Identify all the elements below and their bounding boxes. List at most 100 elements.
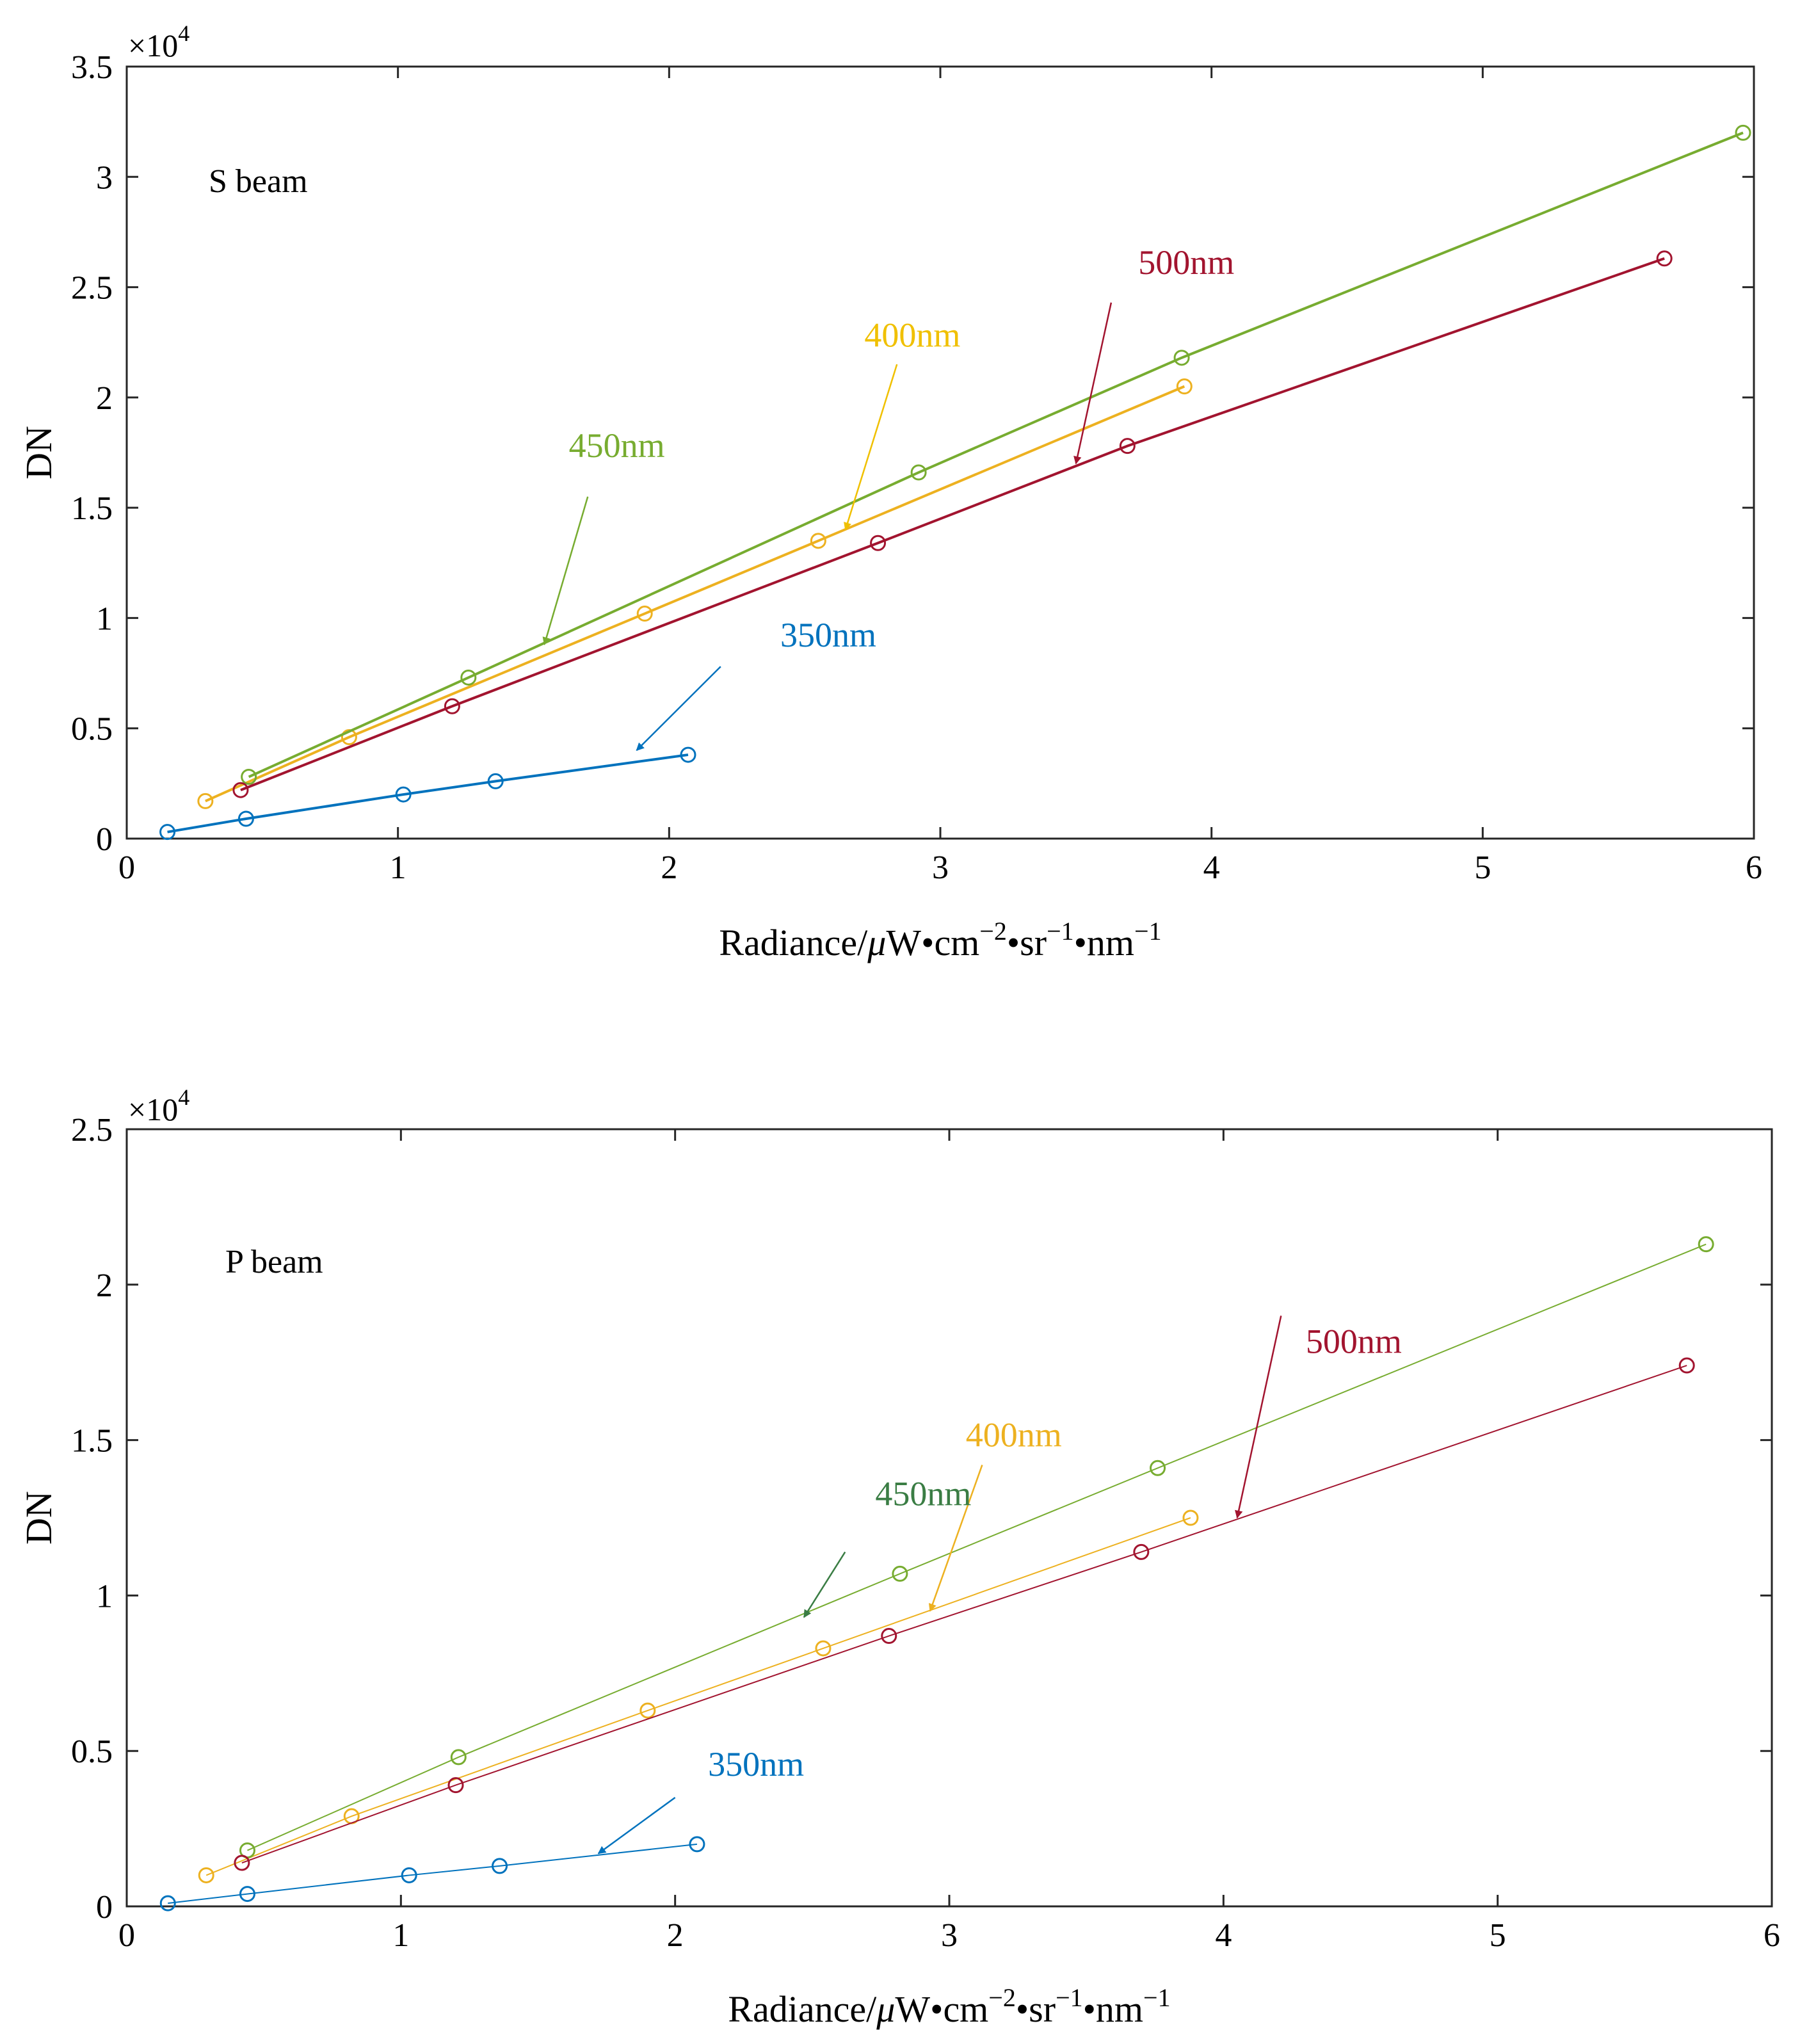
y-tick-label: 2	[96, 380, 113, 417]
y-axis-ticks: 0 0.5 1 1.5 2 2.5	[71, 1112, 1772, 1926]
data-point	[1133, 1543, 1150, 1560]
data-point	[492, 1858, 508, 1874]
x-tick-label: 2	[661, 849, 677, 886]
data-point	[881, 1628, 897, 1645]
data-point	[1698, 1236, 1714, 1253]
y-tick-label: 0	[96, 1889, 113, 1926]
data-point	[1173, 350, 1190, 366]
y-tick-label: 0	[96, 821, 113, 858]
data-point	[159, 1895, 176, 1911]
data-point	[1119, 438, 1136, 455]
series-400nm	[197, 378, 1193, 809]
y-axis-ticks: 0 0.5 1 1.5 2 2.5 3 3.5	[71, 49, 1754, 858]
data-point	[639, 1702, 656, 1719]
annotation-arrow	[1073, 302, 1113, 465]
series-label: 450nm	[569, 426, 665, 465]
x-axis-ticks: 0 1 2 3 4 5 6	[118, 67, 1762, 886]
data-point	[892, 1565, 908, 1582]
annotation-arrow	[1235, 1316, 1282, 1519]
panel-label: P beam	[225, 1244, 323, 1280]
y-axis-title: DN	[18, 426, 60, 479]
data-point	[689, 1836, 705, 1853]
data-point	[239, 1886, 255, 1903]
series-layer	[159, 124, 1751, 841]
data-point	[401, 1867, 417, 1883]
x-tick-label: 5	[1474, 849, 1491, 886]
series-label: 400nm	[864, 316, 960, 355]
series-label: 350nm	[708, 1745, 804, 1783]
x-tick-label: 0	[118, 1917, 135, 1954]
data-point	[810, 533, 826, 549]
data-point	[1735, 124, 1751, 141]
series-400nm	[198, 1509, 1199, 1883]
series-label: 350nm	[780, 616, 876, 654]
annotation-arrow	[844, 364, 898, 531]
series-450nm	[239, 1236, 1714, 1859]
data-point	[910, 464, 927, 481]
data-point	[1678, 1357, 1695, 1374]
y-tick-label: 1	[96, 1578, 113, 1614]
panel-label: S beam	[209, 163, 308, 200]
x-tick-label: 6	[1746, 849, 1762, 886]
x-axis-ticks: 0 1 2 3 4 5 6	[118, 1129, 1780, 1954]
series-line	[205, 385, 1185, 803]
annotation-layer: 350nm 400nm 450nm 500nm	[542, 243, 1234, 752]
y-axis-exponent: ×104	[128, 20, 189, 63]
data-point	[1182, 1509, 1199, 1526]
annotation-arrow	[542, 496, 589, 645]
annotation-layer: 350nm 400nm 450nm 500nm	[597, 1316, 1402, 1855]
series-line	[167, 753, 689, 833]
data-point	[234, 1855, 250, 1871]
y-tick-label: 3	[96, 159, 113, 196]
data-point	[636, 606, 653, 622]
data-point	[232, 782, 249, 798]
y-axis-exponent: ×104	[128, 1084, 189, 1127]
x-tick-label: 3	[941, 1917, 958, 1954]
y-axis-title: DN	[18, 1491, 60, 1545]
series-label: 450nm	[875, 1475, 971, 1513]
y-tick-label: 2.5	[71, 1112, 113, 1148]
data-point	[1656, 250, 1673, 267]
series-line	[240, 257, 1665, 792]
y-tick-label: 1	[96, 600, 113, 637]
series-line	[247, 1243, 1707, 1851]
series-line	[205, 1517, 1191, 1876]
data-point	[487, 773, 504, 789]
y-tick-label: 1.5	[71, 490, 113, 527]
data-point	[159, 824, 176, 841]
chart-panel-p-beam: 0 1 2 3 4 5 6 0 0.5 1 1.5 2 2.5 350nm 400nm 450nm 500n…	[18, 1084, 1780, 2030]
x-axis-title: Radiance/μW•cm−2•sr−1•nm−1	[719, 917, 1161, 963]
series-line	[241, 1365, 1687, 1863]
y-tick-label: 1.5	[71, 1423, 113, 1460]
series-line	[168, 1843, 698, 1904]
annotation-arrow	[636, 666, 721, 752]
series-500nm	[232, 250, 1673, 798]
data-point	[237, 810, 254, 827]
data-point	[680, 746, 696, 763]
y-tick-label: 2.5	[71, 270, 113, 307]
data-point	[1176, 378, 1193, 395]
y-tick-label: 2	[96, 1267, 113, 1304]
data-point	[870, 535, 887, 551]
data-point	[815, 1640, 832, 1657]
y-tick-label: 0.5	[71, 1734, 113, 1770]
data-point	[450, 1749, 467, 1766]
chart-panel-s-beam: 0 1 2 3 4 5 6 0 0.5 1 1.5 2 2.5 3 3.5 350nm 400nm 450nm…	[18, 20, 1762, 963]
series-line	[248, 131, 1744, 778]
y-tick-label: 3.5	[71, 49, 113, 86]
data-point	[241, 769, 257, 785]
series-450nm	[241, 124, 1751, 785]
data-point	[444, 698, 460, 714]
series-label: 500nm	[1306, 1323, 1402, 1361]
series-350nm	[159, 746, 696, 841]
x-axis-title: Radiance/μW•cm−2•sr−1•nm−1	[728, 1983, 1170, 2030]
x-tick-label: 2	[667, 1917, 684, 1954]
x-tick-label: 6	[1764, 1917, 1780, 1954]
series-layer	[159, 1236, 1714, 1911]
plot-area-frame	[125, 1128, 1773, 1908]
annotation-arrow	[597, 1797, 676, 1855]
y-tick-label: 0.5	[71, 711, 113, 748]
x-tick-label: 0	[118, 849, 135, 886]
x-tick-label: 3	[932, 849, 949, 886]
